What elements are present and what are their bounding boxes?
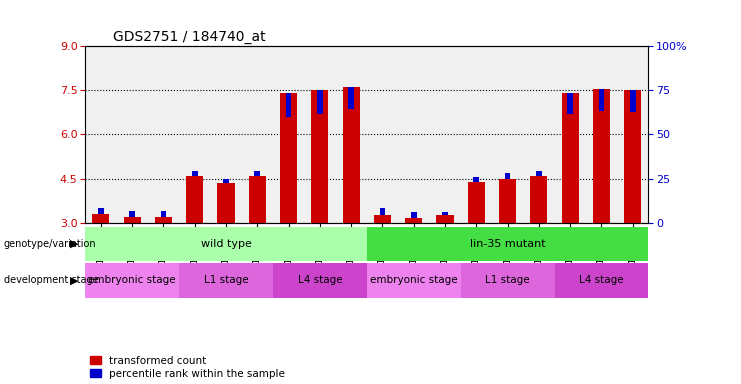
Bar [436,215,453,223]
Text: genotype/variation: genotype/variation [4,239,96,249]
Bar [373,215,391,223]
FancyBboxPatch shape [461,263,554,298]
FancyBboxPatch shape [179,263,273,298]
Bar [280,93,297,223]
Bar [411,212,416,218]
Bar [342,87,359,223]
Bar [217,183,235,223]
Bar [249,175,266,223]
Bar [311,90,328,223]
Bar [379,208,385,215]
Text: ▶: ▶ [70,275,79,285]
Bar [468,182,485,223]
Text: GDS2751 / 184740_at: GDS2751 / 184740_at [113,30,266,44]
Bar [348,87,354,109]
Bar [186,175,203,223]
Bar [630,90,636,112]
Text: embryonic stage: embryonic stage [88,275,176,285]
Bar [317,90,322,114]
FancyBboxPatch shape [85,263,179,298]
Text: wild type: wild type [201,239,251,249]
FancyBboxPatch shape [367,263,461,298]
FancyBboxPatch shape [85,227,367,261]
Bar [593,89,610,223]
Bar [499,179,516,223]
FancyBboxPatch shape [367,227,648,261]
Bar [473,177,479,182]
Bar [405,218,422,223]
Bar [286,93,291,117]
Bar [599,89,604,111]
Text: L1 stage: L1 stage [204,275,248,285]
Text: embryonic stage: embryonic stage [370,275,457,285]
Bar [223,179,229,183]
Text: L4 stage: L4 stage [298,275,342,285]
Text: development stage: development stage [4,275,99,285]
Bar [536,171,542,175]
Text: ▶: ▶ [70,239,79,249]
Bar [505,173,511,179]
Bar [254,171,260,175]
Bar [92,214,110,223]
Text: L1 stage: L1 stage [485,275,530,285]
FancyBboxPatch shape [273,263,367,298]
Bar [98,208,104,214]
Bar [624,90,641,223]
FancyBboxPatch shape [554,263,648,298]
Bar [442,212,448,215]
Bar [161,211,166,217]
Text: L4 stage: L4 stage [579,275,624,285]
Legend: transformed count, percentile rank within the sample: transformed count, percentile rank withi… [90,356,285,379]
Bar [568,93,573,114]
Bar [155,217,172,223]
Text: lin-35 mutant: lin-35 mutant [470,239,545,249]
Bar [562,93,579,223]
Bar [192,171,198,175]
Bar [130,211,135,217]
Bar [124,217,141,223]
Bar [531,175,548,223]
